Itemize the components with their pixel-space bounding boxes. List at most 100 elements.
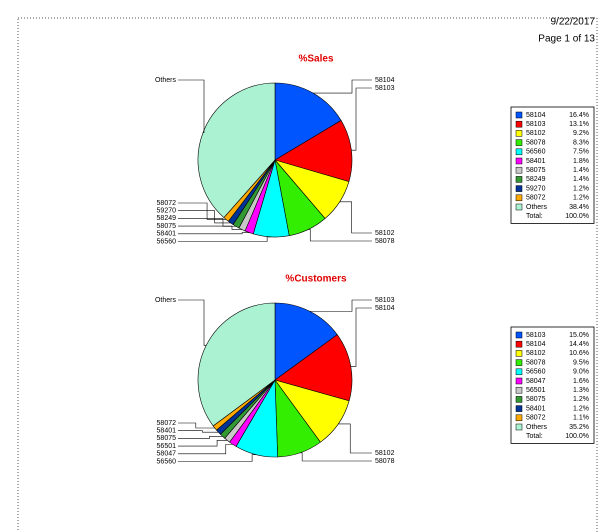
leader-line bbox=[178, 79, 205, 133]
leader-line bbox=[178, 202, 227, 220]
legend-name: 58075 bbox=[526, 396, 546, 403]
legend-value: 1.4% bbox=[573, 167, 589, 174]
legend-swatch bbox=[515, 331, 523, 339]
callout-label: 59270 bbox=[157, 208, 177, 215]
leader-line bbox=[178, 232, 250, 235]
legend-swatch bbox=[515, 414, 523, 422]
legend-value: 1.2% bbox=[573, 185, 589, 192]
legend-name: 58078 bbox=[526, 139, 546, 146]
legend-value: 7.5% bbox=[573, 149, 589, 156]
leader-line bbox=[350, 307, 372, 367]
leader-line bbox=[338, 423, 372, 454]
leader-line bbox=[178, 422, 215, 429]
callout-label: 58075 bbox=[157, 435, 177, 442]
legend-value: 8.3% bbox=[573, 139, 589, 146]
callout-label: 58102 bbox=[375, 230, 395, 237]
page-border bbox=[17, 17, 598, 532]
callout-label: 58078 bbox=[375, 238, 395, 245]
legend-name: 58104 bbox=[526, 112, 546, 119]
callout-label: 58078 bbox=[375, 458, 395, 465]
pie-slice bbox=[274, 120, 353, 182]
chart-title: %Sales bbox=[298, 54, 333, 65]
legend-swatch bbox=[515, 139, 523, 146]
report-date: 9/22/2017 bbox=[551, 17, 596, 28]
legend-swatch bbox=[515, 185, 523, 192]
legend-value: 1.2% bbox=[573, 396, 589, 403]
callout-label: 58249 bbox=[157, 215, 177, 222]
legend-name: 58075 bbox=[526, 167, 546, 174]
leader-line bbox=[178, 444, 233, 455]
legend-name: 59270 bbox=[526, 185, 546, 192]
legend-swatch bbox=[515, 359, 523, 366]
legend-name: 58102 bbox=[526, 350, 546, 357]
legend-name: 58047 bbox=[526, 378, 546, 385]
callout-label: 58104 bbox=[375, 77, 395, 84]
legend-value: 15.0% bbox=[569, 332, 589, 339]
legend-swatch bbox=[515, 166, 523, 174]
legend-name: 58072 bbox=[526, 415, 546, 422]
callout-label: 58047 bbox=[157, 451, 177, 458]
leader-line bbox=[351, 87, 372, 151]
legend-value: 10.6% bbox=[569, 350, 589, 357]
legend-name: 56560 bbox=[526, 149, 546, 156]
legend-box bbox=[510, 106, 595, 224]
legend-name: 58103 bbox=[526, 121, 546, 128]
legend-value: 1.8% bbox=[573, 158, 589, 165]
callout-label: Others bbox=[155, 77, 177, 84]
legend-value: 35.2% bbox=[569, 424, 589, 431]
legend-swatch bbox=[515, 203, 523, 211]
legend-swatch bbox=[515, 405, 523, 412]
legend-swatch bbox=[515, 176, 523, 183]
callout-label: 58103 bbox=[375, 85, 395, 92]
leader-line bbox=[178, 210, 231, 224]
legend-total-value: 100.0% bbox=[565, 433, 589, 440]
leader-line bbox=[178, 454, 257, 462]
leader-line bbox=[178, 218, 236, 227]
leader-line bbox=[312, 79, 372, 94]
pie-slice bbox=[197, 302, 276, 427]
legend-value: 1.4% bbox=[573, 176, 589, 183]
leader-line bbox=[178, 225, 242, 230]
callout-label: 56560 bbox=[157, 238, 177, 245]
legend-swatch bbox=[515, 368, 523, 376]
legend-total-label: Total: bbox=[526, 213, 543, 220]
callout-label: 58401 bbox=[157, 231, 177, 238]
legend-swatch bbox=[515, 377, 523, 385]
callout-label: 58104 bbox=[375, 305, 395, 312]
legend-value: 1.2% bbox=[573, 405, 589, 412]
legend-swatch bbox=[515, 148, 523, 156]
legend-swatch bbox=[515, 120, 523, 128]
legend-value: 38.4% bbox=[569, 204, 589, 211]
leader-line bbox=[339, 201, 372, 234]
callout-label: 58401 bbox=[157, 428, 177, 435]
legend-value: 13.1% bbox=[569, 121, 589, 128]
legend-value: 9.2% bbox=[573, 130, 589, 137]
chart-title: %Customers bbox=[285, 274, 347, 285]
leader-line bbox=[308, 229, 372, 242]
leader-line bbox=[178, 236, 272, 242]
legend-total-label: Total: bbox=[526, 433, 543, 440]
legend-value: 1.6% bbox=[573, 378, 589, 385]
leader-line bbox=[178, 439, 228, 447]
legend-box bbox=[510, 326, 595, 444]
callout-label: 58072 bbox=[157, 200, 177, 207]
leader-line bbox=[178, 430, 219, 433]
legend-name: 58401 bbox=[526, 405, 546, 412]
legend-swatch bbox=[515, 194, 523, 202]
callout-label: 58075 bbox=[157, 223, 177, 230]
callout-label: 58103 bbox=[375, 297, 395, 304]
leader-line bbox=[178, 436, 223, 439]
legend-swatch bbox=[515, 423, 523, 431]
legend-name: 58401 bbox=[526, 158, 546, 165]
legend-name: 56501 bbox=[526, 387, 546, 394]
legend-value: 16.4% bbox=[569, 112, 589, 119]
callout-label: Others bbox=[155, 297, 177, 304]
callout-label: 58102 bbox=[375, 450, 395, 457]
callout-label: 56560 bbox=[157, 458, 177, 465]
legend-value: 9.0% bbox=[573, 369, 589, 376]
legend-name: 58078 bbox=[526, 359, 546, 366]
legend-name: 58072 bbox=[526, 195, 546, 202]
pie-slice bbox=[274, 82, 342, 161]
legend-name: 58102 bbox=[526, 130, 546, 137]
